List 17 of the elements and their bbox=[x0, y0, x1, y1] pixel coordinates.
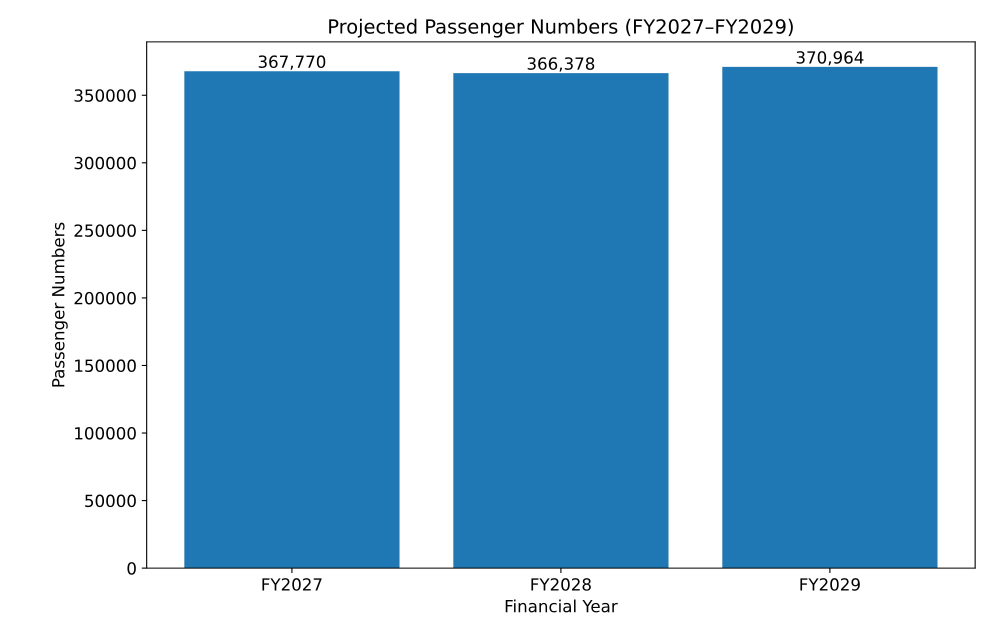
x-tick-label: FY2029 bbox=[800, 578, 860, 591]
y-axis-title: Passenger Numbers bbox=[52, 222, 68, 387]
y-tick-label: 200000 bbox=[74, 292, 136, 304]
x-axis-title: Financial Year bbox=[506, 600, 618, 612]
x-tick-label: FY2027 bbox=[262, 578, 322, 591]
y-tick-label: 50000 bbox=[85, 494, 136, 508]
data-label: 370,964 bbox=[796, 51, 864, 66]
y-tick-label: 150000 bbox=[75, 359, 136, 372]
chart-title: Projected Passenger Numbers (FY2027–FY2029) bbox=[329, 18, 793, 38]
y-tick-label: 0 bbox=[127, 562, 136, 575]
y-tick-label: 350000 bbox=[74, 89, 136, 102]
y-tick-label: 250000 bbox=[74, 224, 136, 237]
data-label: 366,378 bbox=[528, 57, 594, 72]
y-tick-label: 100000 bbox=[75, 426, 136, 440]
y-tick-label: 300000 bbox=[74, 156, 136, 170]
x-tick-label: FY2028 bbox=[531, 578, 591, 591]
data-label: 367,770 bbox=[258, 55, 326, 70]
